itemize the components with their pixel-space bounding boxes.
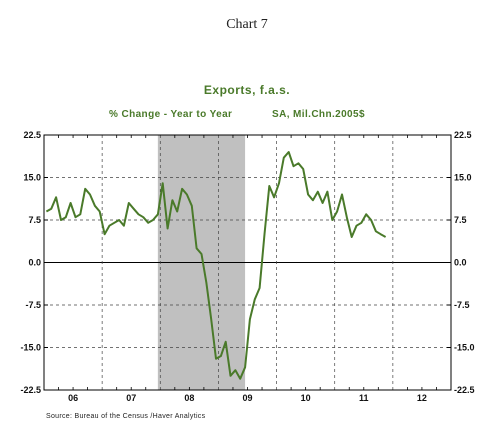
x-tick-label: 10 bbox=[301, 393, 311, 403]
y-tick-label-right: 0.0 bbox=[454, 258, 467, 268]
chart-subtitle-left: % Change - Year to Year bbox=[109, 109, 232, 120]
y-tick-label-left: 0.0 bbox=[28, 258, 41, 268]
chart-heading: Chart 7 bbox=[226, 17, 268, 32]
x-tick-label: 07 bbox=[126, 393, 136, 403]
y-tick-label-left: 7.5 bbox=[28, 215, 41, 225]
y-tick-label-right: 15.0 bbox=[454, 173, 472, 183]
y-tick-label-right: 7.5 bbox=[454, 215, 467, 225]
y-tick-label-right: -15.0 bbox=[454, 343, 475, 353]
source-note: Source: Bureau of the Census /Haver Anal… bbox=[46, 413, 206, 420]
series-layer bbox=[45, 151, 387, 380]
y-tick-label-left: -15.0 bbox=[20, 343, 41, 353]
y-tick-label-right: 22.5 bbox=[454, 130, 472, 140]
x-tick-label: 12 bbox=[417, 393, 427, 403]
x-tick-label: 06 bbox=[68, 393, 78, 403]
chart-subtitle-right: SA, Mil.Chn.2005$ bbox=[272, 109, 365, 120]
y-tick-label-right: -22.5 bbox=[454, 385, 475, 395]
y-tick-label-left: 15.0 bbox=[23, 173, 41, 183]
chart-title: Exports, f.a.s. bbox=[204, 83, 290, 97]
y-tick-label-left: -22.5 bbox=[20, 385, 41, 395]
axis-ticks: 22.5 22.5 15.0 15.0 7.5 7.5 0.0 0.0 -7.5 -7.5 -15.… bbox=[20, 130, 474, 403]
x-tick-label: 09 bbox=[242, 393, 252, 403]
plot-frame bbox=[43, 134, 452, 391]
y-tick-label-left: -7.5 bbox=[25, 300, 41, 310]
gridlines bbox=[44, 135, 451, 390]
y-tick-label-left: 22.5 bbox=[23, 130, 41, 140]
x-tick-label: 08 bbox=[184, 393, 194, 403]
y-tick-label-right: -7.5 bbox=[454, 300, 470, 310]
series-line bbox=[45, 151, 387, 380]
x-tick-label: 11 bbox=[359, 393, 369, 403]
